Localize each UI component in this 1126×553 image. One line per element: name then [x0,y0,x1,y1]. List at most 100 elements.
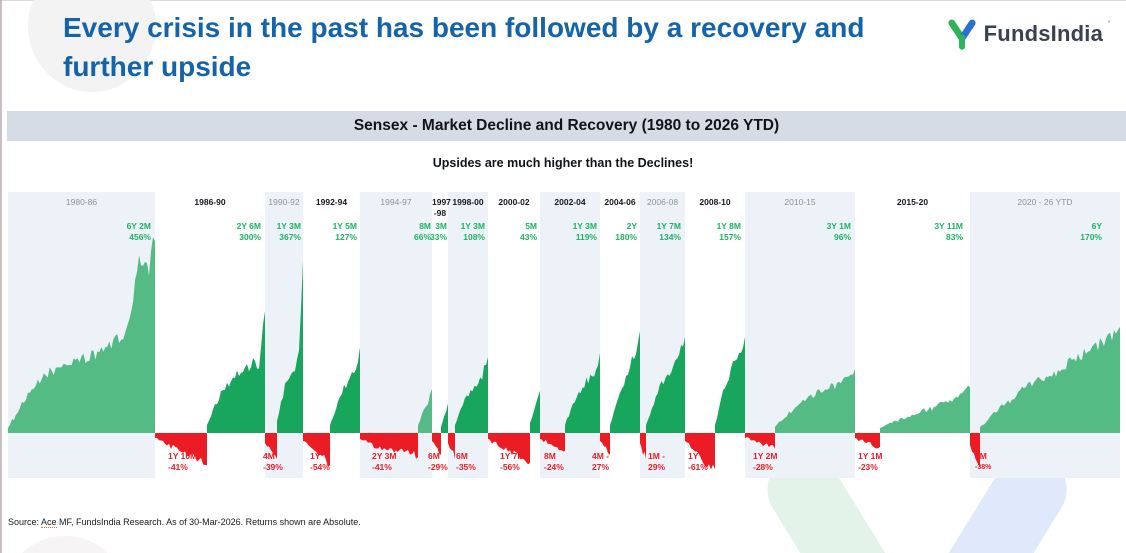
recovery-area [646,337,685,433]
title-line-2: further upside [63,51,252,82]
label-line: 1Y 3M [276,221,301,231]
decline-area [360,433,418,459]
source-prefix: Source: [8,517,42,527]
label-line: 1Y [310,451,321,461]
recovery-label: 3Y 1M 96% [781,221,851,243]
decline-label: 1Y 7M -56% [500,451,570,473]
logo-text: FundsIndia [983,21,1103,46]
recovery-label: 3M 33% [377,221,447,243]
decline-label: 4M -27% [592,451,662,473]
recovery-area [530,391,540,433]
label-line: -29% [428,462,448,472]
recovery-area [277,261,303,433]
recovery-area [880,385,970,433]
period-label: 2000-02 [498,197,530,207]
period-label: 1998-00 [452,197,484,207]
label-line: 1Y 3M [460,221,485,231]
label-line: 83% [945,232,963,242]
recovery-area [455,357,488,433]
decline-label: 1Y 1M -23% [858,451,928,473]
label-line: 1Y 2M [688,451,713,461]
recovery-area [980,327,1120,433]
label-line: 2Y 3M [372,451,397,461]
recovery-label: 1Y 3M 367% [231,221,301,243]
label-line: 6Y [1091,221,1102,231]
recovery-label: 1Y 3M 119% [527,221,597,243]
label-line: 2Y [626,221,637,231]
label-line: -56% [500,462,520,472]
label-line: 1Y 5M [332,221,357,231]
decline-label: 1M -29% [648,451,718,473]
column-background [432,192,448,478]
label-line: 1Y 7M [656,221,681,231]
recovery-area [330,347,360,433]
recovery-label: 2Y 180% [567,221,637,243]
decline-area [155,433,207,465]
label-line: 1Y 2M [753,451,778,461]
label-line: -28% [753,462,773,472]
label-line: -41% [168,462,188,472]
period-label: 2002-04 [554,197,586,207]
decline-area [600,433,610,455]
decline-area [540,433,565,452]
decline-area [303,433,330,467]
label-line: 43% [519,232,537,242]
decline-area [640,433,646,459]
label-line: -41% [372,462,392,472]
fundsindia-leaf-icon [948,19,976,50]
recovery-label: 2Y 6M 300% [191,221,261,243]
period-label: 1994-97 [380,197,412,207]
period-label: 1980-86 [65,197,98,207]
source-note: Source: Ace MF, FundsIndia Research. As … [8,517,361,528]
source-ace: Ace [41,517,57,528]
logo-trademark: ’ [1108,19,1110,29]
recovery-label: 1Y 5M 127% [287,221,357,243]
label-line: 180% [615,232,637,242]
label-line: -23% [858,462,878,472]
recovery-label: 1Y 7M 134% [611,221,681,243]
label-line: 2Y 6M [236,221,261,231]
chart-title-band: Sensex - Market Decline and Recovery (19… [7,111,1126,141]
label-line: 157% [719,232,741,242]
chart-canvas [8,192,1120,478]
recovery-area [8,237,155,433]
decline-label: 6M -35% [456,451,526,473]
slide-left-border [0,0,2,553]
label-line: -38% [975,464,992,471]
recovery-label: 6Y 2M 456% [81,221,151,243]
label-line: 6M [428,451,440,461]
decline-recovery-chart: 1980-86 6Y 2M 456% 1986-90 2Y 6M 300% 1Y 10M -4… [0,192,1126,478]
recovery-area [610,331,640,433]
period-label: 1990-92 [268,197,300,207]
decorative-circle-bottom-left [6,536,124,553]
label-line: 1Y 1M [858,451,883,461]
label-line: 2M [975,451,987,461]
label-line: 1M - [648,451,665,461]
recovery-label: 5M 43% [467,221,537,243]
label-line: 1Y 10M [168,451,198,461]
decline-area [265,433,277,459]
period-label: 2008-10 [699,197,731,207]
label-line: 3Y 1M [826,221,851,231]
recovery-label: 3Y 11M 83% [893,221,963,243]
recovery-area [565,353,600,433]
label-line: 108% [463,232,485,242]
decline-area [448,433,455,459]
label-line: 96% [833,232,851,242]
label-line: 29% [648,462,666,472]
period-label: 2015-20 [896,197,929,207]
label-line: 4M [263,451,275,461]
decline-area [488,433,530,465]
label-line: 3Y 11M [934,221,963,231]
decline-label: 2Y 3M -41% [372,451,442,473]
label-line: 1Y 3M [572,221,597,231]
decline-label: 4M -39% [263,451,333,473]
recovery-area [715,337,745,433]
period-label: 1997 -98 [432,197,451,218]
decline-label: 1Y -54% [310,451,380,473]
recovery-label: 1Y 8M 157% [671,221,741,243]
chart-title: Sensex - Market Decline and Recovery (19… [353,117,780,134]
period-label: 1986-90 [194,197,226,207]
label-line: 134% [659,232,681,242]
recovery-label: 8M 66% [361,221,431,243]
